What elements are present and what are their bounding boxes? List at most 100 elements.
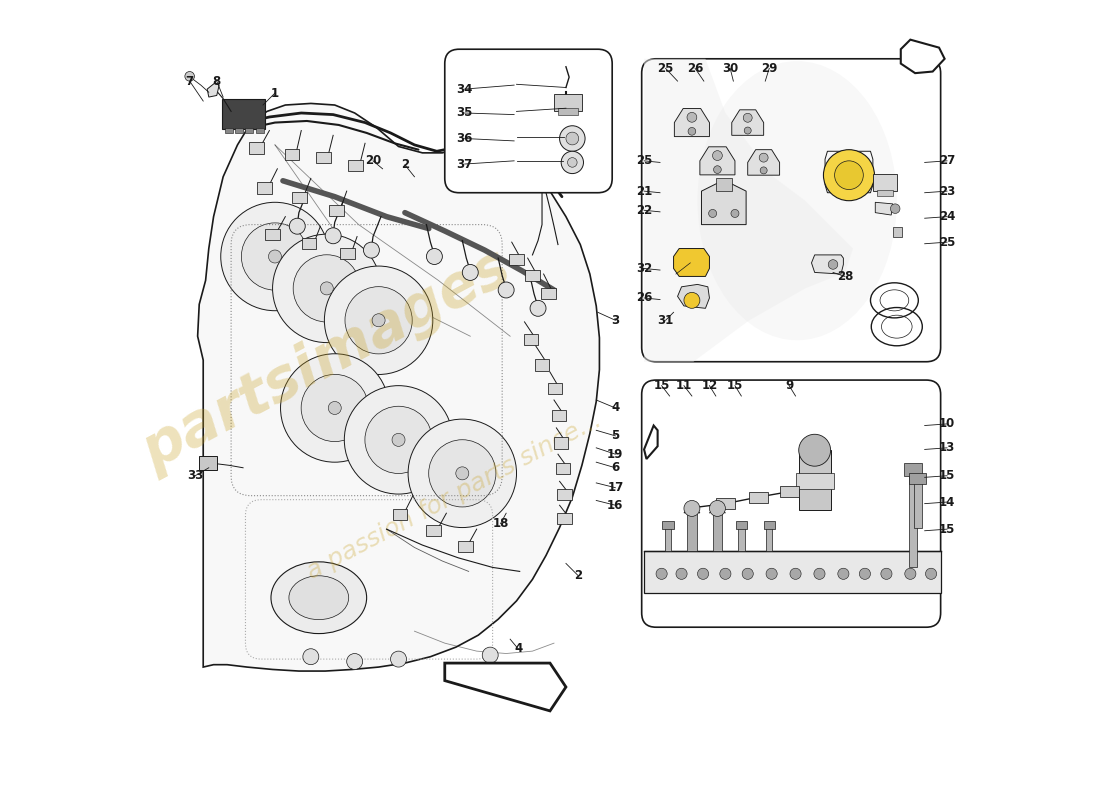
Text: 1: 1 [271,86,279,99]
Ellipse shape [697,61,896,340]
Circle shape [890,204,900,214]
Circle shape [301,374,368,442]
Bar [780,486,799,498]
Circle shape [408,419,517,527]
Circle shape [835,161,864,190]
Polygon shape [678,285,710,308]
Bar [199,456,217,470]
Bar [265,229,279,240]
Circle shape [688,127,696,135]
Circle shape [365,406,432,474]
Text: 27: 27 [939,154,955,167]
Bar [535,359,549,370]
Bar [662,521,673,529]
Circle shape [320,282,333,295]
Circle shape [273,234,381,342]
Text: 13: 13 [939,442,955,454]
Circle shape [390,651,407,667]
Bar [909,464,916,567]
Circle shape [719,568,732,579]
Circle shape [905,568,916,579]
Bar [877,190,893,196]
Text: 17: 17 [607,481,624,494]
Circle shape [925,568,937,579]
Bar [526,270,540,282]
Polygon shape [198,103,600,671]
Circle shape [294,254,361,322]
Circle shape [828,260,838,270]
Circle shape [455,467,469,480]
Bar [245,128,253,133]
Bar [340,248,354,259]
Text: 15: 15 [938,522,955,536]
Text: 23: 23 [939,185,955,198]
Polygon shape [645,58,852,362]
FancyBboxPatch shape [444,50,613,193]
Circle shape [676,568,688,579]
Bar [558,514,572,524]
Polygon shape [812,255,844,274]
Text: 2: 2 [400,158,409,171]
Circle shape [656,568,668,579]
Circle shape [568,158,578,167]
Circle shape [185,71,195,81]
Bar [349,160,363,171]
Polygon shape [700,147,735,175]
Bar [554,94,582,111]
Bar [393,510,407,520]
Text: 28: 28 [837,270,854,283]
Polygon shape [645,426,658,459]
Polygon shape [732,110,763,135]
Bar [221,98,265,129]
Text: 24: 24 [938,210,955,223]
Bar [713,514,723,551]
Text: 37: 37 [456,158,473,170]
Circle shape [482,647,498,663]
Circle shape [859,568,870,579]
Ellipse shape [271,562,366,634]
Text: 10: 10 [939,418,955,430]
Circle shape [427,249,442,265]
Text: 3: 3 [612,314,619,326]
Text: 11: 11 [675,379,692,392]
Text: 18: 18 [493,517,509,530]
Circle shape [326,228,341,244]
Circle shape [684,292,700,308]
Text: 26: 26 [636,291,652,305]
Text: 12: 12 [702,379,717,392]
Bar [738,526,745,551]
Text: 6: 6 [612,462,619,474]
Bar [285,149,299,160]
Bar [893,227,902,237]
Text: 35: 35 [456,106,473,119]
Text: 16: 16 [607,498,624,512]
Bar [556,463,570,474]
Circle shape [688,112,696,122]
Circle shape [799,434,830,466]
Circle shape [759,153,768,162]
Bar [302,238,317,250]
Text: 8: 8 [212,74,221,88]
Text: 29: 29 [761,62,778,75]
Circle shape [713,150,723,161]
Circle shape [760,167,767,174]
Circle shape [268,250,282,263]
Circle shape [730,210,739,218]
Text: 4: 4 [612,402,619,414]
Text: 7: 7 [186,74,194,88]
Circle shape [429,440,496,507]
Bar [558,108,578,114]
Circle shape [328,402,341,414]
Polygon shape [876,202,893,215]
Text: partsimages: partsimages [133,239,520,482]
Circle shape [289,218,306,234]
Bar [459,541,473,552]
Polygon shape [901,40,945,73]
Bar [293,192,307,203]
Circle shape [714,166,722,174]
Circle shape [708,210,717,218]
Text: 20: 20 [365,154,381,167]
Text: 5: 5 [612,430,619,442]
Bar [317,152,331,163]
Circle shape [697,568,708,579]
